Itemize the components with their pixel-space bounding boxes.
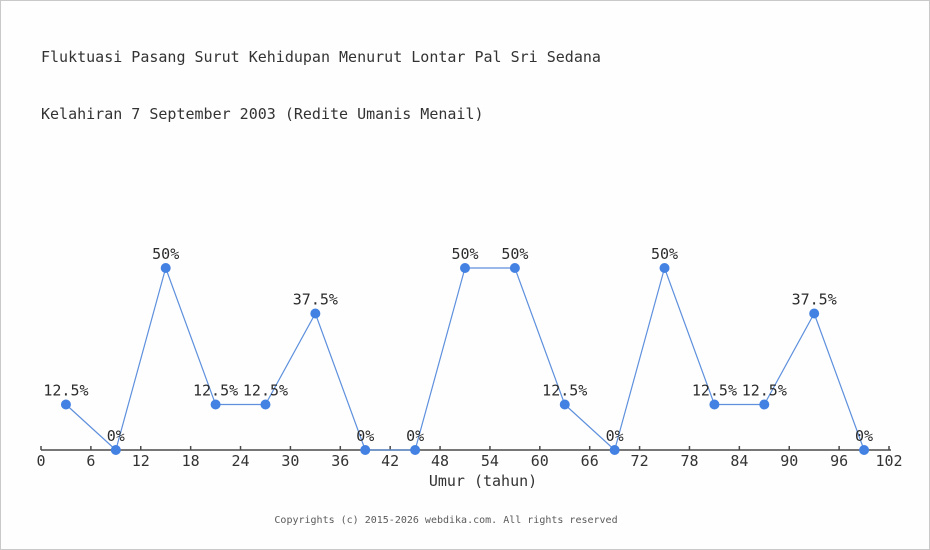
data-point-label: 12.5% [742,382,787,400]
data-point-marker [609,445,620,455]
x-axis-label: Umur (tahun) [428,472,538,490]
x-axis-tick-label: 12 [132,452,150,470]
data-point-marker [509,263,520,273]
data-point-label: 12.5% [692,382,737,400]
data-point-marker [709,399,720,410]
chart-title-line1: Fluktuasi Pasang Surut Kehidupan Menurut… [41,48,601,66]
data-point-label: 0% [855,427,873,445]
x-axis-tick-label: 18 [182,452,200,470]
x-axis-tick-label: 6 [86,452,95,470]
x-axis-tick-label: 0 [36,452,45,470]
data-point-marker [410,445,421,455]
data-point-marker [759,399,770,410]
data-point-label: 12.5% [243,382,288,400]
data-point-label: 50% [451,245,478,263]
x-axis-tick-label: 90 [780,452,798,470]
data-point-label: 50% [651,245,678,263]
data-point-label: 37.5% [293,291,338,309]
data-point-label: 0% [406,427,424,445]
x-axis-tick-label: 96 [830,452,848,470]
data-point-label: 50% [152,245,179,263]
data-point-label: 50% [501,245,528,263]
data-point-marker [460,263,470,273]
data-point-marker [160,263,171,273]
data-point-label: 0% [606,427,624,445]
data-point-marker [809,308,820,319]
data-point-marker [859,445,870,455]
data-point-marker [260,399,271,410]
data-point-label: 0% [356,427,374,445]
x-axis-tick-label: 66 [581,452,599,470]
x-axis-tick-label: 84 [730,452,748,470]
x-axis-tick-label: 42 [381,452,399,470]
series-polyline [65,266,865,452]
data-point-marker [360,445,371,455]
data-point-label: 12.5% [542,382,587,400]
x-axis-tick-label: 30 [281,452,299,470]
x-axis-tick-label: 54 [481,452,499,470]
data-point-marker [559,399,570,410]
data-point-label: 37.5% [792,291,837,309]
x-axis-tick-label: 102 [875,452,902,470]
data-point-marker [60,399,71,410]
x-axis-tick-label: 36 [331,452,349,470]
x-axis-tick-label: 48 [431,452,449,470]
data-point-marker [210,399,221,410]
chart-title: Fluktuasi Pasang Surut Kehidupan Menurut… [41,10,601,162]
data-point-label: 12.5% [193,382,238,400]
data-point-label: 0% [107,427,125,445]
x-axis-tick-label: 24 [231,452,249,470]
x-axis-tick-label: 60 [531,452,549,470]
chart-title-line2: Kelahiran 7 September 2003 (Redite Umani… [41,105,484,123]
data-point-marker [110,445,121,455]
x-axis-tick-label: 78 [680,452,698,470]
x-axis-tick-label: 72 [631,452,649,470]
copyright-footer: Copyrights (c) 2015-2026 webdika.com. Al… [274,515,618,526]
data-point-marker [659,263,670,273]
data-point-marker [310,308,321,319]
data-point-label: 12.5% [43,382,88,400]
